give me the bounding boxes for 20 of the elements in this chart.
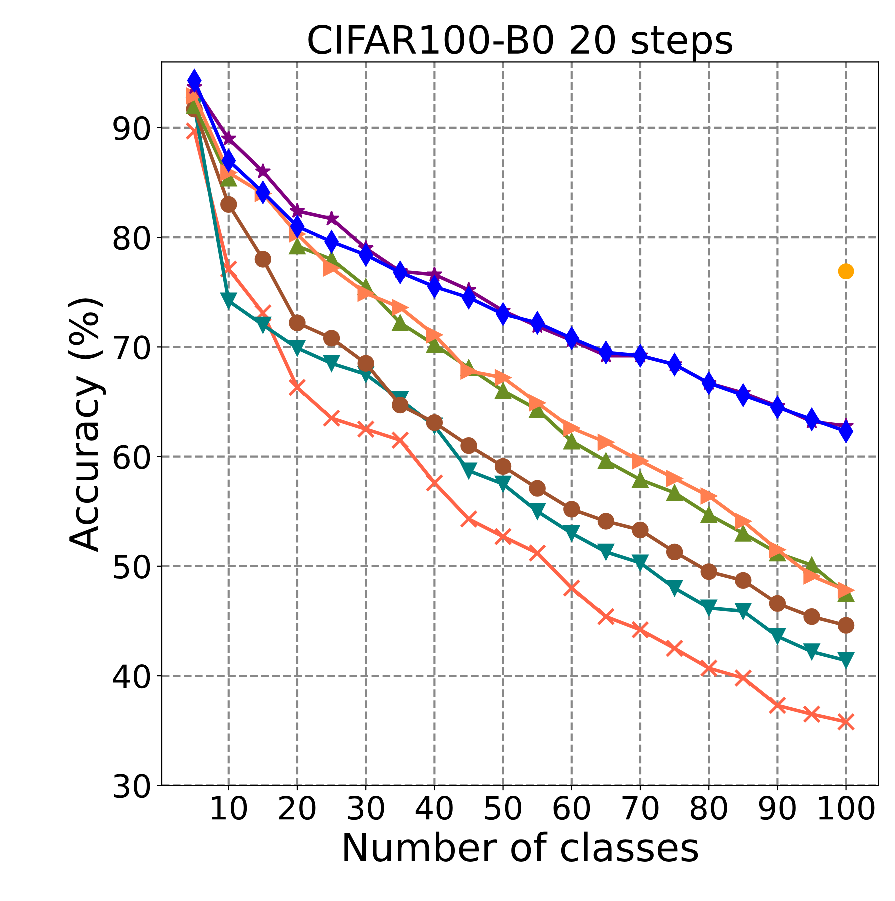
x-tick-label: 60 <box>554 796 590 820</box>
y-tick-label: 50 <box>114 554 150 580</box>
x-tick-label: 70 <box>622 796 659 820</box>
x-tick-label: 20 <box>280 796 316 820</box>
x-tick-label: 30 <box>348 796 384 820</box>
y-axis-title: Accuracy (%) <box>68 298 106 552</box>
y-tick-label: 90 <box>114 116 150 141</box>
y-tick-label: 80 <box>114 226 150 250</box>
x-tick-label: 10 <box>212 796 248 820</box>
y-tick-label: 40 <box>113 664 150 689</box>
x-tick-label: 50 <box>485 796 522 820</box>
x-tick-label: 40 <box>416 796 453 820</box>
y-tick-label: 30 <box>114 774 150 798</box>
y-tick-label: 70 <box>114 336 150 360</box>
x-axis-title: Number of classes <box>344 832 698 862</box>
y-tick-label: 60 <box>114 445 150 470</box>
x-tick-label: 90 <box>759 796 796 820</box>
x-tick-label: 80 <box>690 796 728 820</box>
chart-title: CIFAR100-B0 20 steps <box>308 24 733 62</box>
x-tick-label: 100 <box>819 796 875 820</box>
